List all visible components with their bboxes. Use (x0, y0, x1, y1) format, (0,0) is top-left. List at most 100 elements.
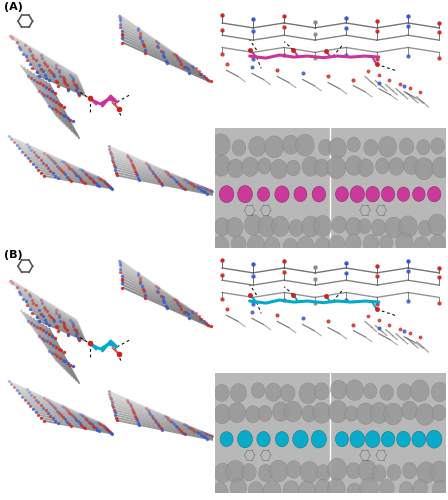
Circle shape (431, 138, 445, 154)
Circle shape (226, 460, 245, 482)
Circle shape (350, 186, 365, 202)
Circle shape (271, 160, 287, 178)
Circle shape (418, 220, 432, 236)
Circle shape (332, 216, 347, 233)
Circle shape (312, 186, 326, 202)
Circle shape (302, 406, 316, 422)
Circle shape (381, 186, 395, 202)
Circle shape (316, 464, 330, 480)
Circle shape (336, 432, 349, 446)
Circle shape (410, 380, 429, 402)
Circle shape (397, 187, 409, 202)
Circle shape (379, 235, 393, 250)
Circle shape (289, 220, 303, 236)
Circle shape (257, 158, 271, 174)
Circle shape (364, 140, 378, 156)
Circle shape (212, 155, 230, 176)
Circle shape (358, 460, 376, 481)
Circle shape (258, 216, 276, 237)
Circle shape (345, 406, 358, 421)
Circle shape (314, 382, 329, 400)
Circle shape (293, 430, 308, 448)
Circle shape (363, 234, 379, 252)
Circle shape (431, 382, 448, 402)
Circle shape (347, 483, 362, 500)
Circle shape (346, 462, 361, 478)
Circle shape (258, 187, 270, 201)
Circle shape (331, 380, 347, 399)
Circle shape (231, 236, 246, 252)
Circle shape (319, 140, 332, 156)
Circle shape (275, 186, 289, 202)
Circle shape (380, 384, 394, 400)
Circle shape (294, 186, 307, 202)
Circle shape (265, 136, 284, 158)
Circle shape (426, 430, 442, 448)
Circle shape (280, 384, 295, 402)
Circle shape (379, 480, 394, 496)
Circle shape (283, 480, 299, 499)
Circle shape (350, 430, 365, 448)
Circle shape (366, 186, 379, 202)
Circle shape (295, 134, 314, 156)
Circle shape (327, 479, 345, 500)
Circle shape (212, 482, 228, 500)
Circle shape (370, 402, 388, 423)
Circle shape (347, 137, 360, 152)
Circle shape (230, 478, 246, 497)
Circle shape (214, 463, 231, 482)
Circle shape (328, 400, 348, 423)
Circle shape (428, 214, 446, 236)
Circle shape (299, 383, 317, 404)
Circle shape (399, 482, 414, 498)
Circle shape (283, 238, 298, 256)
Circle shape (396, 233, 413, 253)
Circle shape (345, 218, 362, 236)
Circle shape (214, 404, 231, 424)
Circle shape (242, 157, 258, 176)
Circle shape (228, 402, 246, 422)
Circle shape (228, 159, 244, 178)
Circle shape (401, 401, 418, 420)
Circle shape (258, 406, 272, 421)
Circle shape (248, 482, 263, 499)
Circle shape (237, 430, 253, 448)
Circle shape (397, 384, 412, 400)
Circle shape (417, 140, 430, 155)
Circle shape (283, 135, 299, 154)
Circle shape (413, 187, 425, 202)
Circle shape (375, 158, 389, 174)
Text: (B): (B) (4, 250, 23, 260)
Circle shape (315, 480, 331, 498)
Circle shape (271, 216, 289, 236)
Circle shape (215, 384, 229, 402)
Circle shape (399, 138, 414, 155)
Circle shape (264, 237, 280, 256)
Text: (A): (A) (4, 2, 23, 12)
Circle shape (226, 218, 243, 237)
Circle shape (389, 158, 404, 176)
Circle shape (364, 384, 377, 398)
Circle shape (381, 432, 395, 447)
Circle shape (276, 432, 289, 447)
Circle shape (371, 219, 386, 236)
Circle shape (430, 234, 446, 254)
Bar (331, 128, 446, 248)
Bar (215, 372, 331, 492)
Circle shape (346, 380, 364, 400)
Circle shape (284, 401, 302, 422)
Circle shape (413, 480, 428, 496)
Circle shape (345, 234, 361, 252)
Circle shape (372, 465, 386, 481)
Circle shape (258, 464, 273, 481)
Circle shape (211, 134, 230, 156)
Circle shape (385, 217, 403, 238)
Circle shape (249, 136, 266, 156)
Circle shape (328, 236, 345, 255)
Circle shape (302, 216, 320, 237)
Circle shape (219, 186, 234, 202)
Bar (215, 128, 331, 248)
Circle shape (336, 186, 349, 202)
Circle shape (244, 214, 262, 235)
Circle shape (356, 403, 375, 424)
